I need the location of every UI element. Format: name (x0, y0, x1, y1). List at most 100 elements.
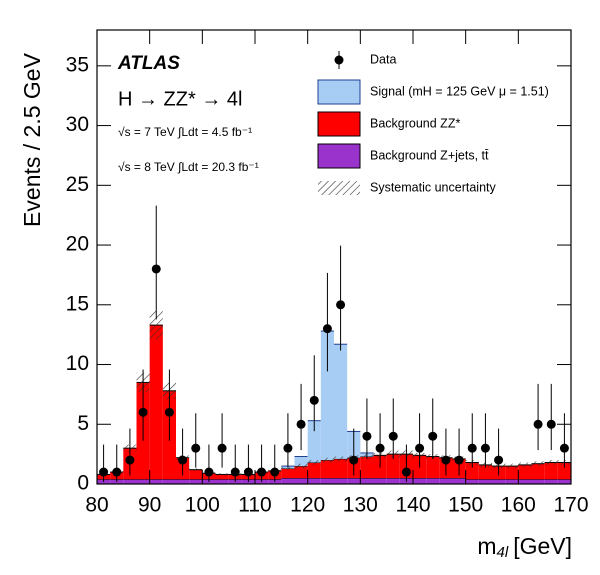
data-point (388, 431, 398, 441)
histogram-bar (386, 454, 400, 479)
histogram-bar (544, 462, 558, 480)
histogram-bar (373, 478, 387, 484)
x-axis-label-main: m (477, 533, 496, 559)
data-point (243, 467, 253, 477)
legend-swatch (317, 111, 361, 137)
histogram-bar (426, 478, 440, 484)
data-point (125, 455, 135, 465)
uncertainty-band (544, 460, 558, 465)
legend-label: Background Z+jets, tt̄ (370, 148, 489, 162)
data-point (112, 467, 122, 477)
x-axis-label-unit: [GeV] (513, 533, 572, 559)
x-tick-label: 90 (138, 494, 161, 517)
histogram-bar (518, 479, 532, 484)
x-tick-label: 80 (85, 494, 108, 517)
histogram-bar (149, 325, 163, 480)
legend-swatch (317, 79, 361, 105)
legend-label: Data (370, 52, 396, 66)
data-point (283, 443, 293, 453)
histogram-bar (505, 466, 519, 480)
uncertainty-band (518, 462, 532, 468)
histogram-bar (294, 478, 308, 484)
data-point (401, 467, 411, 477)
histogram-bar (215, 479, 229, 484)
histogram-bar (149, 479, 163, 484)
uncertainty-band (149, 310, 163, 340)
histogram-bar (334, 478, 348, 484)
y-axis-label: Events / 2.5 GeV (19, 52, 45, 227)
data-point (428, 431, 438, 441)
x-tick-label: 120 (290, 494, 325, 517)
lumi-8tev: √s = 8 TeV ∫Ldt = 20.3 fb⁻¹ (118, 160, 259, 174)
histogram-bar (544, 479, 558, 484)
x-tick-label: 110 (238, 494, 271, 517)
histogram-bar (334, 344, 348, 459)
data-point (230, 467, 240, 477)
x-axis-label: m4l [GeV] (477, 533, 572, 561)
x-axis-label-sub: 4l (497, 544, 509, 561)
data-point (546, 419, 556, 429)
lumi-7tev: √s = 7 TeV ∫Ldt = 4.5 fb⁻¹ (118, 125, 252, 139)
data-point (217, 443, 227, 453)
histogram-bar (334, 458, 348, 479)
uncertainty-band (215, 473, 229, 476)
histogram-bar (294, 466, 308, 479)
y-tick-label: 20 (66, 233, 89, 256)
data-point (151, 264, 161, 274)
data-point (494, 455, 504, 465)
y-tick-label: 35 (66, 53, 89, 76)
y-tick-label: 0 (77, 472, 89, 495)
legend-label: Background ZZ* (370, 116, 460, 130)
histogram-bar (281, 478, 295, 484)
y-tick-label: 25 (66, 173, 89, 196)
histogram-bar (452, 478, 466, 484)
histogram-bar (531, 463, 545, 480)
histogram-bar (123, 479, 137, 484)
uncertainty-band (505, 463, 519, 469)
data-point (441, 455, 451, 465)
data-point (362, 431, 372, 441)
legend-label: Systematic uncertainty (370, 180, 496, 194)
legend-data-marker (334, 55, 344, 65)
histogram-bar (557, 479, 571, 484)
atlas-label: ATLAS (117, 53, 180, 74)
histogram-bar (320, 331, 334, 461)
histogram-bar (426, 456, 440, 479)
uncertainty-band (281, 467, 295, 470)
histogram-bar (478, 479, 492, 484)
process-label: H → ZZ* → 4l (118, 88, 242, 110)
data-point (270, 467, 280, 477)
y-tick-label: 30 (66, 113, 89, 136)
plot-frame (96, 29, 572, 485)
data-point (164, 407, 174, 417)
x-tick-label: 150 (448, 494, 483, 517)
x-tick-label: 100 (185, 494, 220, 517)
histogram-bar (347, 478, 361, 484)
data-point (257, 467, 267, 477)
histogram-bar (360, 478, 374, 484)
data-point (178, 455, 188, 465)
uncertainty-band (307, 460, 321, 465)
legend-label: Signal (mH = 125 GeV μ = 1.51) (370, 84, 549, 98)
uncertainty-band (334, 456, 348, 462)
uncertainty-band (189, 468, 203, 471)
x-tick-label: 140 (395, 494, 430, 517)
data-point (349, 455, 359, 465)
legend-swatch (317, 143, 361, 169)
histogram-bar (307, 478, 321, 484)
histogram-bar (136, 479, 150, 484)
legend-swatch (318, 181, 360, 195)
histogram-bar (281, 468, 295, 479)
y-tick-label: 5 (77, 412, 89, 435)
uncertainty-band (320, 457, 334, 463)
histogram-bar (189, 479, 203, 484)
data-point (533, 419, 543, 429)
histogram-bar (531, 479, 545, 484)
histogram-bar (189, 469, 203, 480)
data-point (415, 443, 425, 453)
data-point (375, 443, 385, 453)
data-point (99, 467, 109, 477)
histogram-bar (465, 462, 479, 480)
